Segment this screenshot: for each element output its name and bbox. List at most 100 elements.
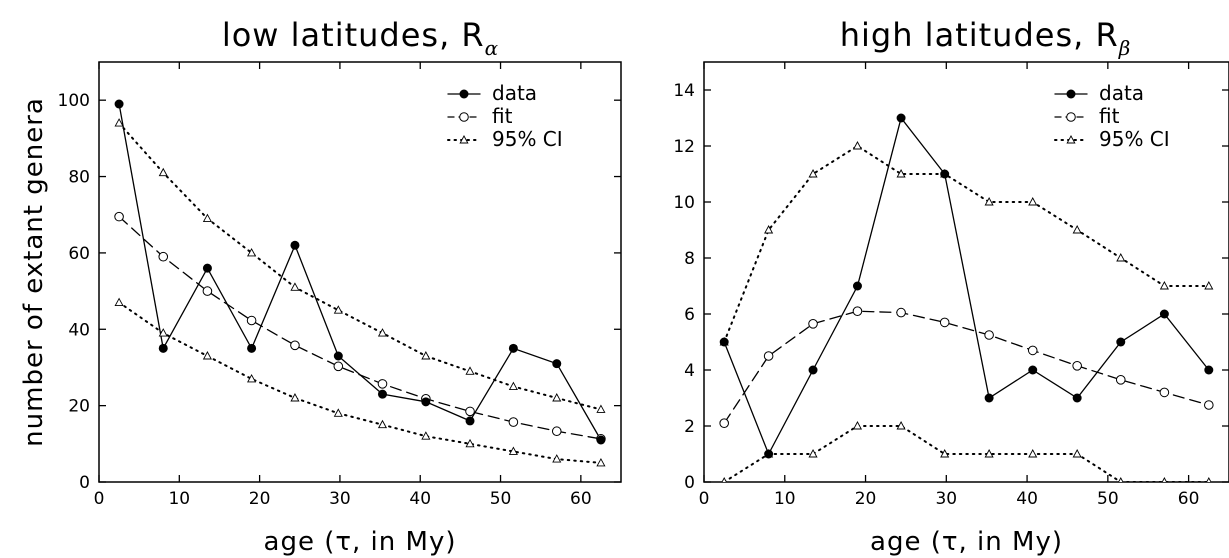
data-point <box>719 337 729 347</box>
data-point <box>1066 89 1076 99</box>
fit-point <box>465 406 475 417</box>
ci-point <box>1159 281 1169 290</box>
y-tick-label: 12 <box>673 137 695 157</box>
ci-point <box>247 247 257 257</box>
data-point <box>421 397 431 407</box>
x-tick-label: 60 <box>1178 489 1200 509</box>
series-line-95-ci <box>723 144 1210 343</box>
legend-label: fit <box>1099 104 1120 128</box>
series-line-ci-lower <box>723 425 1210 482</box>
fit-point <box>1066 112 1076 122</box>
x-tick-label: 50 <box>1097 489 1119 509</box>
fit-point <box>852 306 863 317</box>
fit-point <box>1204 400 1214 410</box>
chart-panel-1: low latitudes, Rα 0 10 20 30 40 50 60 0 20 40 60 80 1… <box>19 16 622 557</box>
fit-point <box>1072 361 1082 371</box>
data-point <box>459 89 469 99</box>
ci-point <box>1161 477 1168 482</box>
fit-point <box>333 361 344 372</box>
data-point <box>552 359 562 369</box>
fit-point <box>551 426 562 437</box>
x-tick-label: 10 <box>774 489 796 509</box>
ci-point <box>984 197 994 206</box>
data-point <box>1116 337 1126 347</box>
ci-point <box>158 328 168 337</box>
ci-point <box>290 282 300 291</box>
ci-point <box>940 449 950 458</box>
fit-point <box>808 319 818 329</box>
data-point <box>896 113 906 123</box>
ci-point <box>377 328 388 337</box>
ci-point <box>984 449 994 458</box>
ci-point <box>1116 253 1126 262</box>
ci-point <box>421 431 431 440</box>
fit-point <box>246 315 257 326</box>
series-line-ci-lower <box>118 301 602 464</box>
x-tick-label: 40 <box>409 489 431 509</box>
ci-point <box>596 457 606 467</box>
fit-point <box>508 417 519 427</box>
series-line-fit <box>723 310 1210 424</box>
data-point <box>764 449 774 459</box>
legend-label: data <box>492 81 537 105</box>
x-tick-label: 20 <box>855 489 877 509</box>
ci-point <box>1072 225 1082 234</box>
data-point <box>114 99 124 109</box>
fit-point <box>158 251 169 262</box>
y-tick-label: 4 <box>684 361 695 381</box>
ci-point <box>1118 477 1124 482</box>
plot-frame <box>98 61 622 483</box>
chart-title: low latitudes, Rα <box>222 16 499 60</box>
y-tick-label: 20 <box>68 397 90 417</box>
fit-point <box>459 112 469 122</box>
ci-point <box>333 408 343 417</box>
x-tick-label: 50 <box>490 489 512 509</box>
ci-point <box>896 421 906 430</box>
data-point <box>465 416 475 426</box>
fit-point <box>939 317 950 328</box>
y-tick-label: 40 <box>68 320 90 340</box>
x-tick-label: 30 <box>329 489 351 509</box>
series-line-95-ci <box>118 122 602 411</box>
fit-point <box>202 286 213 296</box>
ci-point <box>202 213 212 222</box>
x-tick-label: 0 <box>699 489 710 509</box>
x-tick-label: 0 <box>94 489 105 509</box>
data-point <box>984 393 994 403</box>
ci-point <box>508 381 518 390</box>
series-line-data <box>118 103 602 441</box>
ci-point <box>552 454 562 463</box>
fit-point <box>1027 345 1038 356</box>
ci-point <box>508 446 518 455</box>
x-tick-label: 10 <box>168 489 190 509</box>
y-tick-label: 100 <box>58 91 90 111</box>
x-axis-label: age (τ, in My) <box>264 527 457 557</box>
ci-point <box>290 393 300 402</box>
x-tick-label: 30 <box>935 489 957 509</box>
data-point <box>1028 365 1038 375</box>
data-point <box>940 169 950 179</box>
ci-point <box>896 169 906 178</box>
ci-point <box>1028 197 1038 206</box>
legend-label: fit <box>492 104 513 128</box>
data-point <box>377 389 387 399</box>
ci-point <box>1072 449 1082 458</box>
legend-label: data <box>1099 81 1144 105</box>
data-point <box>808 365 818 375</box>
data-point <box>596 435 606 445</box>
data-point <box>852 281 862 291</box>
ci-point <box>114 118 124 127</box>
data-point <box>508 343 518 353</box>
ci-point <box>333 305 343 314</box>
ci-point <box>465 438 475 448</box>
x-tick-label: 60 <box>570 489 592 509</box>
y-tick-label: 2 <box>684 417 695 437</box>
y-tick-label: 14 <box>673 81 695 101</box>
ci-point <box>1204 281 1214 290</box>
data-point <box>290 240 300 250</box>
fit-point <box>1115 375 1126 385</box>
ci-point <box>552 393 562 402</box>
y-tick-label: 10 <box>673 193 695 213</box>
legend-label: 95% CI <box>1099 127 1170 151</box>
